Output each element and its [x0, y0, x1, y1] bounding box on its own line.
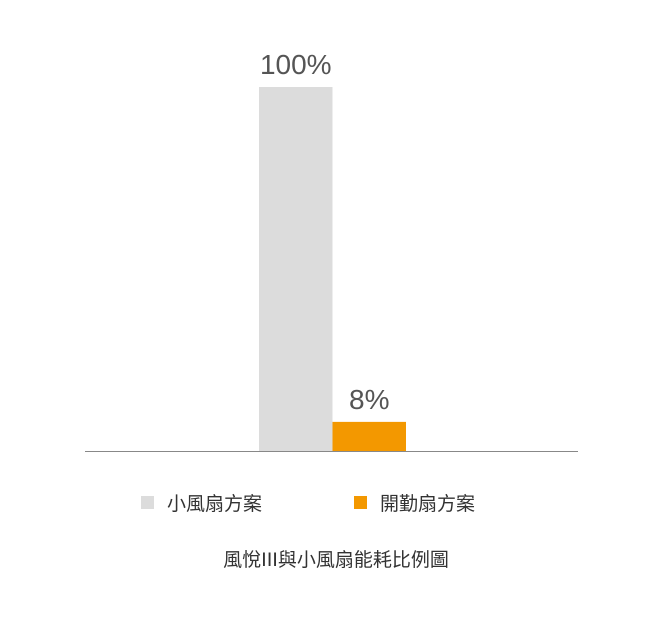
bar	[332, 421, 406, 451]
bar	[259, 87, 333, 451]
legend-swatch	[141, 496, 154, 509]
legend-item-small-fan: 小風扇方案	[141, 489, 262, 516]
legend-item-fan-plan: 開勤扇方案	[354, 489, 475, 516]
legend-label: 小風扇方案	[167, 493, 263, 515]
legend-swatch	[354, 496, 367, 509]
data-label: 8%	[349, 384, 389, 415]
data-label: 100%	[260, 49, 332, 80]
chart-title: 風悅III與小風扇能耗比例圖	[223, 549, 449, 571]
legend: 小風扇方案 開勤扇方案	[0, 489, 651, 515]
legend-label: 開勤扇方案	[380, 493, 476, 515]
